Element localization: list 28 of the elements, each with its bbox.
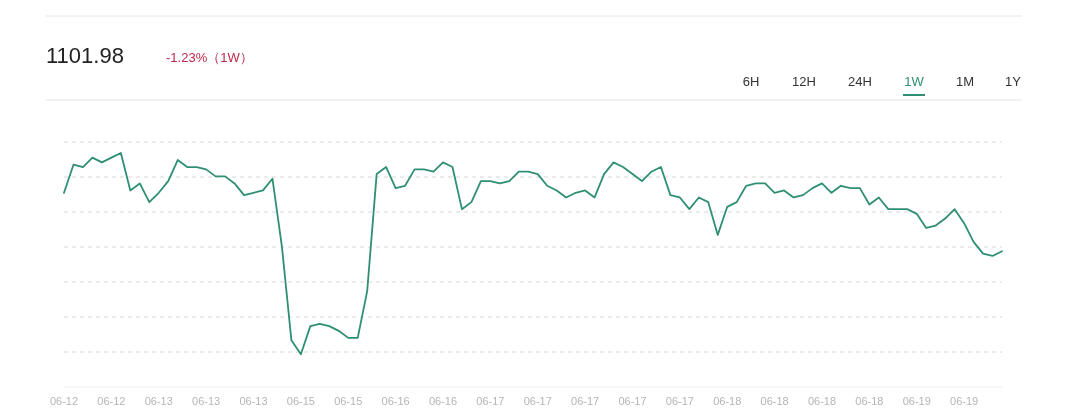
text: 1W: [904, 74, 925, 89]
x-tick-label: 06-15: [286, 395, 315, 407]
x-tick-label: 06-17: [571, 395, 600, 407]
x-tick-label: 06-19: [902, 395, 931, 407]
text: 6H: [742, 74, 760, 89]
x-tick-label: 06-13: [192, 395, 221, 407]
x-tick-label: 06-16: [428, 395, 458, 407]
chart-subtitle: -1.23%（1W）: [166, 50, 253, 65]
x-tick-label: 06-16: [381, 395, 410, 407]
x-tick-label: 06-15: [334, 395, 363, 407]
x-tick-label: 06-18: [807, 395, 837, 407]
text: 1M: [955, 74, 975, 89]
x-tick-label: 06-17: [618, 395, 647, 407]
x-tick-label: 06-12: [97, 395, 126, 407]
chart-title: 1101.98: [46, 43, 124, 68]
x-tick-label: 06-12: [49, 395, 79, 407]
text: 24H: [848, 74, 872, 89]
x-tick-label: 06-13: [239, 395, 268, 407]
x-tick-label: 06-17: [476, 395, 505, 407]
text: 1Y: [1005, 74, 1022, 89]
x-tick-label: 06-18: [855, 395, 884, 407]
x-tick-label: 06-18: [713, 395, 742, 407]
x-tick-label: 06-17: [523, 395, 552, 407]
x-tick-label: 06-18: [760, 395, 789, 407]
x-tick-label: 06-13: [144, 395, 173, 407]
x-tick-label: 06-17: [665, 395, 694, 407]
text: 12H: [792, 74, 816, 89]
x-tick-label: 06-19: [950, 395, 979, 407]
